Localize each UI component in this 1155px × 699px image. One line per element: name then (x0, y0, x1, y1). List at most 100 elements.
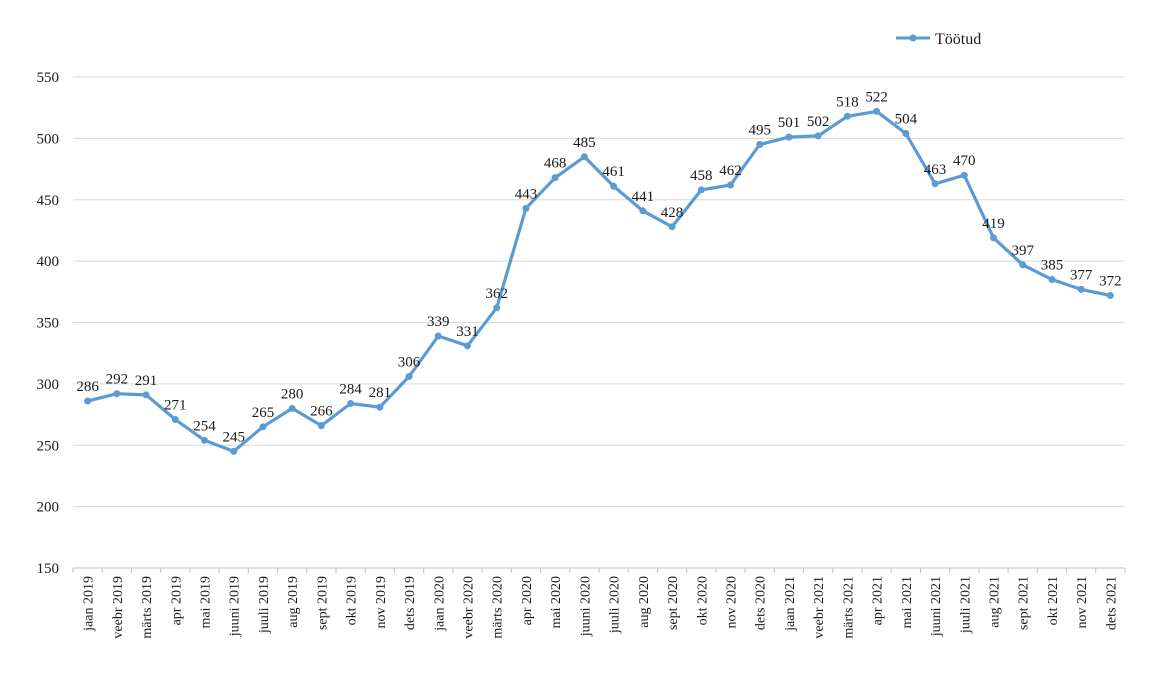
x-tick-label: märts 2020 (491, 576, 506, 639)
legend: Töötud (896, 31, 981, 48)
series-line-path (87, 109, 1111, 453)
data-label: 254 (193, 418, 216, 434)
x-tick-label: nov 2019 (374, 576, 389, 629)
data-point (113, 390, 121, 398)
data-point (639, 207, 647, 215)
data-point (259, 423, 267, 431)
x-tick-label: mai 2020 (549, 576, 564, 629)
data-label: 485 (573, 135, 596, 151)
data-label: 504 (895, 111, 918, 127)
data-label: 495 (748, 123, 771, 139)
data-label: 463 (924, 162, 947, 178)
x-tick-label: veebr 2020 (462, 576, 477, 639)
data-point (873, 107, 881, 115)
data-point (347, 400, 355, 408)
x-tick-label: jaan 2019 (82, 576, 97, 632)
data-label: 362 (485, 286, 508, 302)
data-point (990, 234, 997, 242)
data-label: 443 (515, 186, 538, 202)
data-point (405, 373, 413, 381)
data-point (814, 132, 822, 140)
x-tick-label: sept 2020 (666, 576, 681, 630)
x-tick-label: okt 2020 (695, 576, 710, 625)
data-label: 265 (252, 405, 275, 421)
legend-label: Töötud (935, 31, 981, 48)
data-point (317, 422, 325, 430)
x-tick-label: aug 2019 (286, 576, 301, 628)
data-label: 284 (339, 382, 362, 398)
x-tick-label: sept 2021 (1017, 576, 1032, 630)
x-tick-label: okt 2019 (345, 576, 360, 625)
x-tick-label: dets 2020 (754, 576, 769, 630)
data-label: 266 (310, 404, 333, 420)
data-point (931, 180, 939, 188)
data-point (171, 415, 179, 423)
data-point (230, 447, 238, 455)
data-label: 428 (661, 205, 684, 221)
data-point (288, 404, 296, 412)
data-label: 372 (1099, 273, 1122, 289)
x-tick-label: märts 2019 (140, 576, 155, 639)
x-tick-label: veebr 2019 (111, 576, 126, 639)
data-label: 458 (690, 168, 713, 184)
data-label: 419 (982, 216, 1005, 232)
x-tick-label: mai 2019 (199, 576, 214, 629)
x-tick-label: juuli 2019 (257, 576, 272, 634)
data-label: 286 (76, 379, 99, 395)
y-tick-label: 400 (37, 254, 60, 270)
data-point (668, 223, 676, 231)
x-axis: jaan 2019 veebr 2019 märts 2019 apr 2019 mai… (72, 568, 1126, 639)
data-point (1106, 291, 1114, 299)
data-label: 280 (281, 386, 304, 402)
data-label: 397 (1011, 243, 1034, 259)
data-point (551, 174, 559, 182)
legend-marker (909, 34, 917, 42)
y-tick-label: 300 (37, 377, 60, 393)
data-label: 462 (719, 163, 742, 179)
data-point (727, 181, 734, 189)
data-point (1019, 261, 1027, 269)
data-label: 306 (398, 355, 421, 371)
y-tick-label: 450 (37, 193, 60, 209)
x-tick-label: aug 2021 (988, 576, 1003, 628)
y-axis: 150 200 250 300 350 400 450 500 550 (37, 70, 60, 577)
x-tick-label: okt 2021 (1046, 576, 1061, 625)
data-point (434, 332, 442, 340)
data-point (580, 153, 588, 161)
data-point (142, 391, 150, 399)
data-label: 271 (164, 397, 187, 413)
data-point (785, 133, 793, 141)
x-tick-label: apr 2021 (871, 576, 886, 625)
data-point (902, 129, 910, 137)
data-label: 501 (778, 115, 801, 131)
x-tick-label: juuni 2021 (929, 576, 944, 637)
x-tick-label: veebr 2021 (812, 576, 827, 639)
x-tick-label: aug 2020 (637, 576, 652, 628)
y-tick-label: 200 (37, 500, 60, 516)
data-label: 281 (369, 385, 392, 401)
data-label: 441 (632, 189, 655, 205)
x-tick-label: mai 2021 (900, 576, 915, 629)
data-point (376, 403, 384, 411)
data-label: 502 (807, 114, 830, 130)
data-point (201, 436, 208, 444)
x-tick-label: juuni 2019 (228, 576, 243, 637)
data-point (843, 112, 851, 120)
data-label: 377 (1070, 267, 1093, 283)
x-tick-label: dets 2021 (1104, 576, 1119, 630)
data-point (464, 342, 471, 350)
x-tick-label: juuli 2020 (608, 576, 623, 634)
x-tick-label: jaan 2021 (783, 576, 798, 632)
data-point (84, 397, 92, 405)
data-label: 292 (106, 372, 129, 388)
data-label: 470 (953, 153, 976, 169)
x-tick-label: nov 2020 (725, 576, 740, 629)
y-tick-label: 150 (37, 561, 60, 577)
data-point (610, 182, 618, 190)
x-tick-label: apr 2020 (520, 576, 535, 625)
data-label: 522 (865, 89, 888, 105)
data-label: 245 (222, 429, 245, 445)
data-label: 461 (602, 164, 625, 180)
